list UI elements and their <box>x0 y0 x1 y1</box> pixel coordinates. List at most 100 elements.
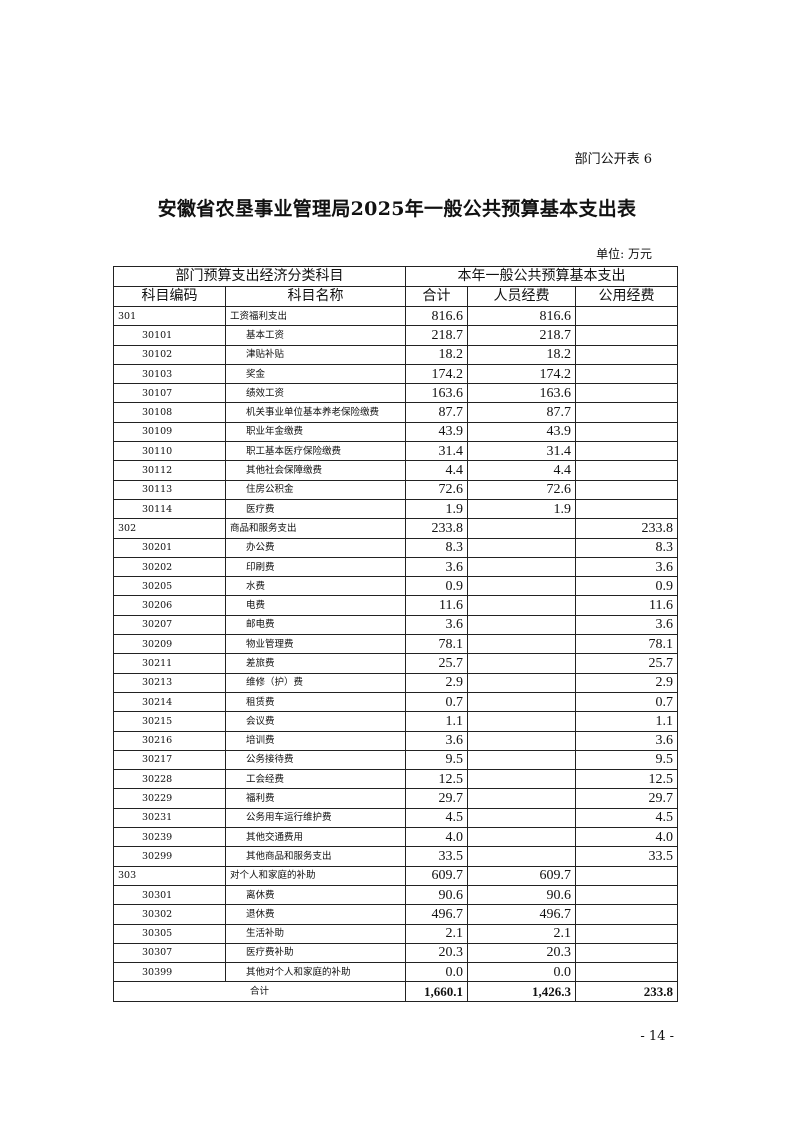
cell-name: 差旅费 <box>225 653 406 674</box>
cell-personnel <box>467 691 576 713</box>
total-public: 233.8 <box>574 981 679 1002</box>
table-row: 30217 公务接待费 9.5 9.5 <box>113 749 679 771</box>
cell-code: 30239 <box>113 827 226 848</box>
cell-personnel: 4.4 <box>467 460 576 481</box>
total-label: 合计 <box>113 981 406 1002</box>
cell-public: 4.0 <box>574 827 679 848</box>
cell-personnel <box>467 672 576 693</box>
table-row: 30202 印刷费 3.6 3.6 <box>113 556 679 578</box>
cell-total: 90.6 <box>405 884 468 906</box>
cell-total: 4.5 <box>405 807 468 829</box>
table-row: 30107 绩效工资 163.6 163.6 <box>113 383 679 404</box>
cell-public <box>574 441 679 462</box>
cell-code: 30214 <box>113 691 226 713</box>
cell-total: 609.7 <box>405 865 468 886</box>
table-row: 30109 职业年金缴费 43.9 43.9 <box>113 421 679 443</box>
cell-public: 3.6 <box>574 556 679 578</box>
cell-total: 12.5 <box>405 769 468 790</box>
document-tag: 部门公开表 6 <box>574 152 652 167</box>
cell-name: 办公费 <box>225 537 406 558</box>
cell-total: 0.0 <box>405 962 468 983</box>
cell-code: 301 <box>113 305 226 327</box>
cell-code: 30108 <box>113 402 226 423</box>
table-row: 30307 医疗费补助 20.3 20.3 <box>113 942 679 964</box>
cell-total: 31.4 <box>405 441 468 462</box>
cell-personnel <box>467 518 576 539</box>
cell-name: 物业管理费 <box>225 634 406 655</box>
cell-total: 11.6 <box>405 595 468 616</box>
cell-personnel: 174.2 <box>467 363 576 385</box>
cell-name: 离休费 <box>225 884 406 906</box>
table-row: 30110 职工基本医疗保险缴费 31.4 31.4 <box>113 441 679 462</box>
cell-total: 218.7 <box>405 325 468 346</box>
cell-name: 会议费 <box>225 711 406 732</box>
cell-total: 0.7 <box>405 691 468 713</box>
cell-public <box>574 884 679 906</box>
cell-code: 30205 <box>113 576 226 597</box>
header-total: 合计 <box>405 286 468 307</box>
cell-code: 30305 <box>113 923 226 944</box>
cell-code: 30213 <box>113 672 226 693</box>
cell-code: 30231 <box>113 807 226 829</box>
table-row: 30239 其他交通费用 4.0 4.0 <box>113 827 679 848</box>
cell-code: 30201 <box>113 537 226 558</box>
cell-name: 其他商品和服务支出 <box>225 846 406 867</box>
cell-code: 30228 <box>113 769 226 790</box>
cell-name: 医疗费 <box>225 498 406 520</box>
cell-code: 30114 <box>113 498 226 520</box>
cell-code: 30110 <box>113 441 226 462</box>
cell-name: 机关事业单位基本养老保险缴费 <box>225 402 406 423</box>
header-basic-expenditure: 本年一般公共预算基本支出 <box>404 266 679 287</box>
cell-personnel: 43.9 <box>467 421 576 443</box>
cell-personnel <box>467 749 576 771</box>
cell-personnel <box>467 730 576 751</box>
cell-code: 30301 <box>113 884 226 906</box>
table-row: 30114 医疗费 1.9 1.9 <box>113 498 679 520</box>
cell-name: 津贴补贴 <box>225 344 406 365</box>
header-personnel: 人员经费 <box>467 286 576 307</box>
cell-code: 30206 <box>113 595 226 616</box>
cell-total: 1.9 <box>405 498 468 520</box>
table-row: 30213 维修（护）费 2.9 2.9 <box>113 672 679 693</box>
table-row: 30108 机关事业单位基本养老保险缴费 87.7 87.7 <box>113 402 679 423</box>
cell-public: 25.7 <box>574 653 679 674</box>
table-row: 30101 基本工资 218.7 218.7 <box>113 325 679 346</box>
cell-public: 1.1 <box>574 711 679 732</box>
cell-total: 43.9 <box>405 421 468 443</box>
table-row: 30205 水费 0.9 0.9 <box>113 576 679 597</box>
header-name: 科目名称 <box>225 286 406 307</box>
cell-personnel: 1.9 <box>467 498 576 520</box>
cell-personnel: 20.3 <box>467 942 576 964</box>
cell-total: 163.6 <box>405 383 468 404</box>
cell-personnel <box>467 827 576 848</box>
page-number: - 14 - <box>640 1029 674 1044</box>
total-sum: 1,660.1 <box>405 981 468 1002</box>
cell-public <box>574 865 679 886</box>
cell-personnel <box>467 711 576 732</box>
cell-public <box>574 942 679 964</box>
table-row: 30206 电费 11.6 11.6 <box>113 595 679 616</box>
cell-personnel: 609.7 <box>467 865 576 886</box>
cell-personnel <box>467 634 576 655</box>
cell-total: 25.7 <box>405 653 468 674</box>
header-classification: 部门预算支出经济分类科目 <box>113 266 406 287</box>
cell-name: 福利费 <box>225 788 406 809</box>
table-row: 30305 生活补助 2.1 2.1 <box>113 923 679 944</box>
table-row: 30215 会议费 1.1 1.1 <box>113 711 679 732</box>
cell-name: 其他交通费用 <box>225 827 406 848</box>
cell-name: 医疗费补助 <box>225 942 406 964</box>
cell-total: 0.9 <box>405 576 468 597</box>
cell-personnel: 90.6 <box>467 884 576 906</box>
cell-code: 30107 <box>113 383 226 404</box>
cell-code: 30103 <box>113 363 226 385</box>
cell-public <box>574 325 679 346</box>
cell-personnel: 218.7 <box>467 325 576 346</box>
cell-public <box>574 479 679 500</box>
cell-name: 职业年金缴费 <box>225 421 406 443</box>
cell-public <box>574 344 679 365</box>
cell-public: 9.5 <box>574 749 679 771</box>
cell-code: 30399 <box>113 962 226 983</box>
cell-name: 维修（护）费 <box>225 672 406 693</box>
cell-public: 78.1 <box>574 634 679 655</box>
cell-public <box>574 962 679 983</box>
